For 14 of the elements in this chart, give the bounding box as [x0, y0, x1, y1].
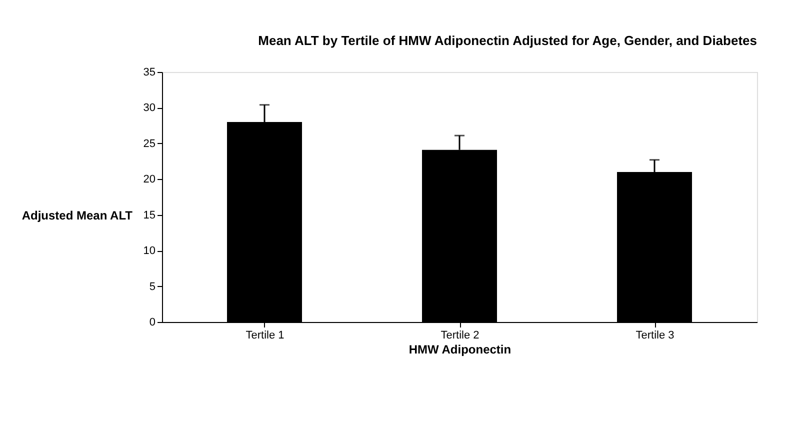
x-axis-title: HMW Adiponectin [408, 342, 512, 356]
y-tick-label: 5 [149, 280, 156, 293]
y-axis-title: Adjusted Mean ALT [22, 208, 134, 222]
y-tick-label: 15 [143, 209, 156, 222]
y-tick-label: 25 [143, 138, 156, 150]
y-tick-label: 35 [143, 66, 156, 78]
chart-title: Mean ALT by Tertile of HMW Adiponectin Adjusted for Age, Gender, and Diabetes [258, 33, 757, 48]
x-tick-label: Tertile 3 [636, 330, 674, 342]
y-tick-label: 0 [149, 316, 156, 328]
x-tick-label: Tertile 2 [440, 330, 480, 342]
y-tick-label: 30 [143, 102, 156, 114]
y-tick-label: 20 [143, 174, 156, 186]
y-tick-label: 10 [143, 245, 156, 258]
x-tick-label: Tertile 1 [246, 330, 284, 342]
